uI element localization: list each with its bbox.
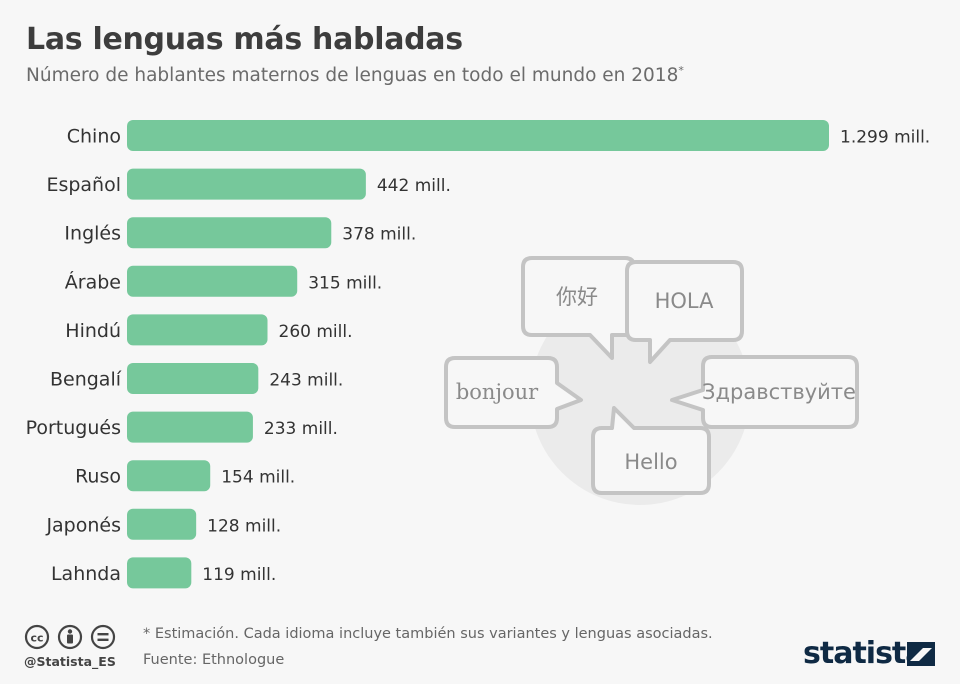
category-label: Lahnda [51,563,121,585]
speech-bubbles-illustration: 你好 HOLA bonjour Здравствуйте Hello [444,256,859,505]
bar [127,363,259,394]
bubble-nihao-text: 你好 [556,285,598,309]
bubble-zdravstvuyte-text: Здравствуйте [702,380,856,404]
subtitle-text: Número de hablantes maternos de lenguas … [26,65,679,87]
statista-handle[interactable]: @Statista_ES [24,654,116,669]
statista-logo-text[interactable]: statista [803,636,926,671]
bubble-hello-text: Hello [624,450,677,474]
license-icons[interactable]: cc [24,624,116,650]
footnote: * Estimación. Cada idioma incluye tambié… [143,626,713,642]
bubble-hello: Hello [591,406,711,495]
value-label: 154 mill. [221,468,295,488]
bubble-zdravstvuyte: Здравствуйте [670,355,859,429]
value-label: 119 mill. [202,565,276,585]
value-label: 233 mill. [264,419,338,439]
bar [127,217,332,249]
svg-text:cc: cc [30,632,43,645]
subtitle-footnote-mark: * [678,64,684,77]
bubble-hola-text: HOLA [655,289,715,313]
value-label: 378 mill. [342,225,416,245]
bars-group: Chino 1.299 mill. Español 442 mill. Inglés 37… [26,120,930,589]
bar [127,508,197,540]
category-label: Español [46,174,121,196]
value-label: 243 mill. [269,371,343,391]
category-label: Inglés [64,223,121,245]
value-label: 1.299 mill. [840,128,930,148]
category-label: Árabe [65,270,121,293]
value-label: 315 mill. [308,273,382,293]
category-label: Chino [67,126,121,148]
category-label: Bengalí [50,369,122,391]
category-label: Japonés [45,514,121,536]
no-derivatives-icon [90,624,116,650]
bar [127,557,192,589]
source: Fuente: Ethnologue [143,652,285,668]
chart-subtitle: Número de hablantes maternos de lenguas … [26,64,684,86]
cc-icon: cc [24,624,50,650]
chart-title: Las lenguas más habladas [26,22,463,57]
bar [127,411,253,443]
bubble-bonjour: bonjour [444,356,583,429]
bar [127,460,211,492]
category-label: Hindú [65,320,121,342]
attribution-icon [57,624,83,650]
bubble-bonjour-text: bonjour [456,380,539,404]
statista-logo-icon [907,642,935,666]
value-label: 442 mill. [377,176,451,196]
value-label: 128 mill. [207,516,281,536]
category-label: Ruso [75,466,121,488]
bar [127,120,829,151]
bar [127,168,366,200]
category-label: Portugués [26,417,121,439]
value-label: 260 mill. [279,322,353,342]
bubble-hola: HOLA [625,260,744,364]
bar [127,314,268,346]
bar [127,265,298,297]
